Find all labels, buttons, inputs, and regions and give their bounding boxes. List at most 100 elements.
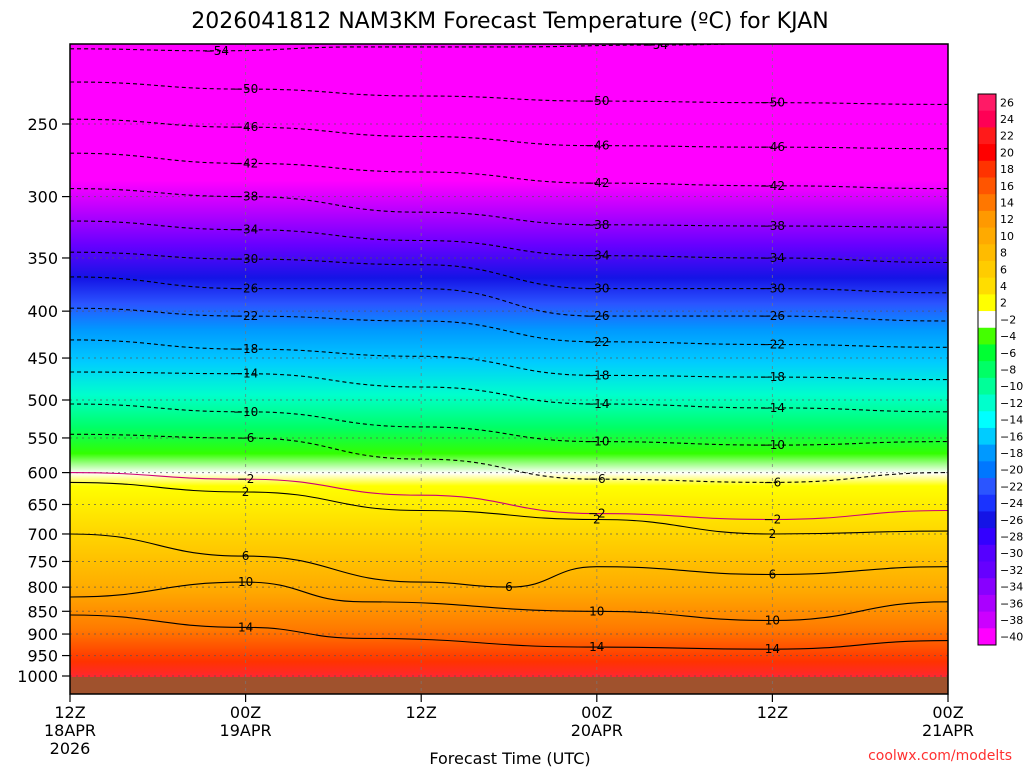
colorbar-label: 8 <box>1000 247 1007 260</box>
y-tick-label: 350 <box>27 249 58 268</box>
contour-label: −22 <box>233 309 258 323</box>
colorbar-label: −38 <box>1000 614 1023 627</box>
contour-line <box>70 371 948 413</box>
contour-label: 14 <box>765 642 780 656</box>
colorbar-swatch <box>978 344 996 362</box>
colorbar-label: 4 <box>1000 280 1007 293</box>
contour-label: −42 <box>584 176 609 190</box>
colorbar-swatch <box>978 127 996 145</box>
y-tick-label: 500 <box>27 391 58 410</box>
y-tick-label: 450 <box>27 349 58 368</box>
contour-lines <box>70 44 948 650</box>
x-tick-label: 19APR <box>220 721 272 740</box>
colorbar-swatch <box>978 244 996 262</box>
contour-line <box>70 339 948 381</box>
colorbar-label: −2 <box>1000 313 1016 326</box>
contour-label: −10 <box>760 438 785 452</box>
contour-label: −26 <box>233 282 258 296</box>
colorbar-swatch <box>978 361 996 379</box>
credit-text: coolwx.com/modelts <box>868 748 1012 764</box>
x-axis-label: Forecast Time (UTC) <box>429 749 590 768</box>
colorbar-swatch <box>978 528 996 546</box>
contour-label: 10 <box>238 575 253 589</box>
y-tick-label: 950 <box>27 647 58 666</box>
contour-line <box>70 152 948 190</box>
contour-label: −38 <box>584 218 609 232</box>
colorbar-label: 6 <box>1000 263 1007 276</box>
contour-label: 10 <box>589 604 604 618</box>
y-tick-label: 400 <box>27 302 58 321</box>
colorbar-label: 26 <box>1000 96 1014 109</box>
contour-label: −50 <box>233 82 258 96</box>
x-tick-label: 00Z <box>581 703 612 722</box>
contour-label: 2 <box>593 512 601 526</box>
contour-label: −42 <box>233 156 258 170</box>
contour-line <box>70 188 948 228</box>
contour-label: −46 <box>584 139 609 153</box>
colorbar-swatch <box>978 110 996 128</box>
colorbar-swatch <box>978 327 996 345</box>
contour-label: −38 <box>760 219 785 233</box>
colorbar-label: 20 <box>1000 146 1014 159</box>
contour-label: −2 <box>764 512 782 526</box>
y-tick-label: 700 <box>27 525 58 544</box>
colorbar-swatch <box>978 94 996 112</box>
colorbar-label: −10 <box>1000 380 1023 393</box>
colorbar-swatch <box>978 411 996 429</box>
colorbar-label: −34 <box>1000 581 1023 594</box>
contour-line <box>70 614 948 650</box>
colorbar-label: −18 <box>1000 447 1023 460</box>
x-tick-label: 12Z <box>406 703 437 722</box>
contour-label: −2 <box>588 507 606 521</box>
y-axis: 250 300 350 400 450 500 550 600 650 700 750 800 850 9… <box>17 115 70 686</box>
contour-label: −6 <box>764 475 782 489</box>
contour-label-box <box>892 31 916 45</box>
colorbar-label: −16 <box>1000 430 1023 443</box>
contour-label: −54 <box>643 38 668 52</box>
colorbar-swatch <box>978 377 996 396</box>
colorbar-label: −14 <box>1000 414 1023 427</box>
x-tick-label: 12Z <box>757 703 788 722</box>
contour-line <box>70 481 948 535</box>
y-tick-label: 650 <box>27 495 58 514</box>
contour-label: −22 <box>584 335 609 349</box>
contour-label: −46 <box>760 140 785 154</box>
colorbar-label: 14 <box>1000 197 1014 210</box>
contour-label: 6 <box>242 549 250 563</box>
contour-label: −38 <box>233 190 258 204</box>
colorbar-swatch <box>978 210 996 229</box>
contour-label: −14 <box>233 367 258 381</box>
colorbar-swatch <box>978 444 996 462</box>
y-tick-label: 600 <box>27 464 58 483</box>
colorbar-label: 16 <box>1000 180 1014 193</box>
colorbar-label: −30 <box>1000 547 1023 560</box>
chart-title: 2026041812 NAM3KM Forecast Temperature (… <box>191 9 828 34</box>
y-tick-label: 850 <box>27 602 58 621</box>
contour-line <box>70 307 948 348</box>
contour-label: −34 <box>584 249 609 263</box>
colorbar-label: −36 <box>1000 597 1023 610</box>
colorbar-label: −22 <box>1000 480 1023 493</box>
contour-label: 14 <box>238 620 253 634</box>
colorbar-label: −40 <box>1000 631 1023 644</box>
contour-label: −26 <box>584 309 609 323</box>
contour-line <box>70 44 751 52</box>
contour-label: 6 <box>505 580 513 594</box>
contour-label: −50 <box>760 96 785 110</box>
colorbar-label: 12 <box>1000 213 1014 226</box>
colorbar-label: −28 <box>1000 530 1023 543</box>
colorbar-swatch <box>978 144 996 162</box>
contour-line <box>70 403 948 446</box>
contour-line <box>70 533 948 588</box>
contour-label: −30 <box>760 282 785 296</box>
colorbar-swatch <box>978 294 996 312</box>
colorbar-label: −26 <box>1000 514 1023 527</box>
x-tick-label: 21APR <box>922 721 974 740</box>
contour-label: 2 <box>242 485 250 499</box>
contour-label: −46 <box>233 120 258 134</box>
colorbar-swatch <box>978 494 996 512</box>
colorbar-swatch <box>978 478 996 496</box>
contour-line <box>70 220 948 264</box>
